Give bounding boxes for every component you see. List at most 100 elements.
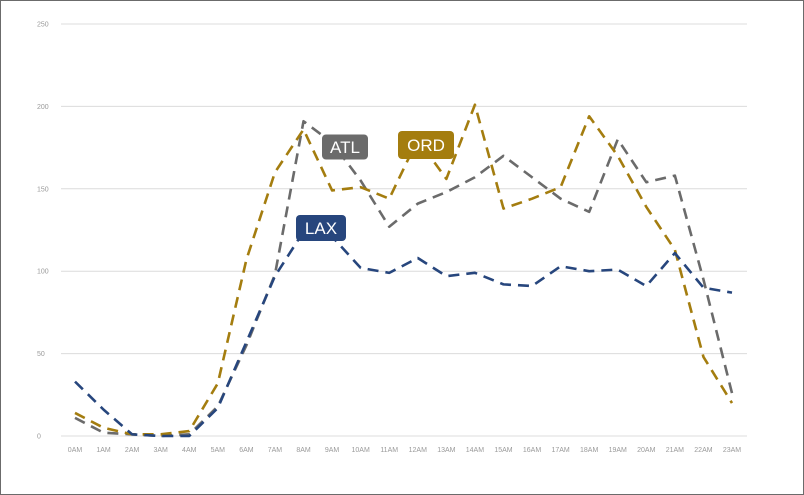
data-point xyxy=(273,275,276,278)
series-label-text: ATL xyxy=(330,138,360,157)
x-tick-label: 2AM xyxy=(125,447,140,454)
data-point xyxy=(531,197,534,200)
data-point xyxy=(473,176,476,179)
x-tick-label: 0AM xyxy=(68,447,83,454)
data-point xyxy=(673,252,676,255)
data-point xyxy=(245,341,248,344)
x-tick-label: 19AM xyxy=(609,447,627,454)
series-atl xyxy=(74,119,734,438)
x-tick-label: 17AM xyxy=(551,447,569,454)
data-point xyxy=(559,265,562,268)
data-point xyxy=(359,179,362,182)
y-tick-label: 0 xyxy=(37,434,41,441)
data-point xyxy=(302,128,305,131)
x-tick-label: 15AM xyxy=(494,447,512,454)
x-tick-label: 20AM xyxy=(637,447,655,454)
y-tick-label: 250 xyxy=(37,22,49,29)
data-point xyxy=(445,275,448,278)
x-tick-label: 10AM xyxy=(352,447,370,454)
series-lax xyxy=(74,230,734,438)
x-tick-label: 22AM xyxy=(694,447,712,454)
x-tick-label: 14AM xyxy=(466,447,484,454)
x-tick-label: 5AM xyxy=(211,447,226,454)
data-point xyxy=(473,103,476,106)
series-line-atl xyxy=(74,119,734,438)
x-tick-label: 3AM xyxy=(153,447,168,454)
x-tick-label: 12AM xyxy=(409,447,427,454)
data-point xyxy=(131,433,134,436)
data-point xyxy=(74,380,77,383)
data-point xyxy=(616,138,619,141)
data-point xyxy=(531,285,534,288)
series-line-ord xyxy=(74,103,734,436)
series-lines xyxy=(74,103,734,438)
data-point xyxy=(502,154,505,157)
series-label-ord: ORD xyxy=(398,131,454,159)
data-point xyxy=(702,286,705,289)
data-point xyxy=(216,382,219,385)
data-point xyxy=(673,174,676,177)
y-tick-label: 200 xyxy=(37,104,49,111)
x-axis-ticks: 0AM 1AM 2AM 3AM 4AM 5AM 6AM 7AM 8AM 9AM 10AM 11AM 12… xyxy=(68,447,742,454)
series-labels: ATL ORD LAX xyxy=(296,131,454,241)
data-point xyxy=(416,257,419,260)
y-axis-ticks: 0 50 100 150 200 250 xyxy=(37,22,49,441)
data-point xyxy=(559,197,562,200)
x-tick-label: 16AM xyxy=(523,447,541,454)
data-point xyxy=(273,171,276,174)
x-tick-label: 9AM xyxy=(325,447,340,454)
data-point xyxy=(616,268,619,271)
data-point xyxy=(102,431,105,434)
x-tick-label: 21AM xyxy=(666,447,684,454)
data-point xyxy=(645,205,648,208)
data-point xyxy=(645,285,648,288)
data-point xyxy=(588,115,591,118)
data-point xyxy=(359,186,362,189)
x-tick-label: 8AM xyxy=(296,447,311,454)
data-point xyxy=(74,411,77,414)
series-label-atl: ATL xyxy=(322,134,368,160)
data-point xyxy=(388,225,391,228)
x-tick-label: 1AM xyxy=(96,447,111,454)
data-point xyxy=(731,392,734,395)
x-tick-label: 6AM xyxy=(239,447,254,454)
grid-lines xyxy=(61,23,747,437)
x-tick-label: 23AM xyxy=(723,447,741,454)
data-point xyxy=(245,258,248,261)
data-point xyxy=(359,266,362,269)
data-point xyxy=(502,283,505,286)
data-point xyxy=(388,197,391,200)
x-tick-label: 18AM xyxy=(580,447,598,454)
data-point xyxy=(702,278,705,281)
data-point xyxy=(188,430,191,433)
data-point xyxy=(673,248,676,251)
series-ord xyxy=(74,103,734,436)
y-tick-label: 150 xyxy=(37,186,49,193)
x-tick-label: 13AM xyxy=(437,447,455,454)
data-point xyxy=(159,435,162,438)
data-point xyxy=(188,435,191,438)
data-point xyxy=(302,120,305,123)
data-point xyxy=(588,210,591,213)
data-point xyxy=(702,355,705,358)
series-label-lax: LAX xyxy=(296,215,346,241)
data-point xyxy=(502,207,505,210)
data-point xyxy=(445,191,448,194)
data-point xyxy=(216,406,219,409)
series-label-badge xyxy=(398,131,454,159)
x-tick-label: 11AM xyxy=(380,447,398,454)
series-label-text: LAX xyxy=(305,219,337,238)
y-tick-label: 100 xyxy=(37,269,49,276)
data-point xyxy=(445,177,448,180)
data-point xyxy=(645,181,648,184)
data-point xyxy=(331,189,334,192)
data-point xyxy=(731,402,734,405)
data-point xyxy=(102,408,105,411)
data-point xyxy=(531,176,534,179)
y-tick-label: 50 xyxy=(37,351,45,358)
data-point xyxy=(616,154,619,157)
series-label-text: ORD xyxy=(407,136,445,155)
data-point xyxy=(731,291,734,294)
